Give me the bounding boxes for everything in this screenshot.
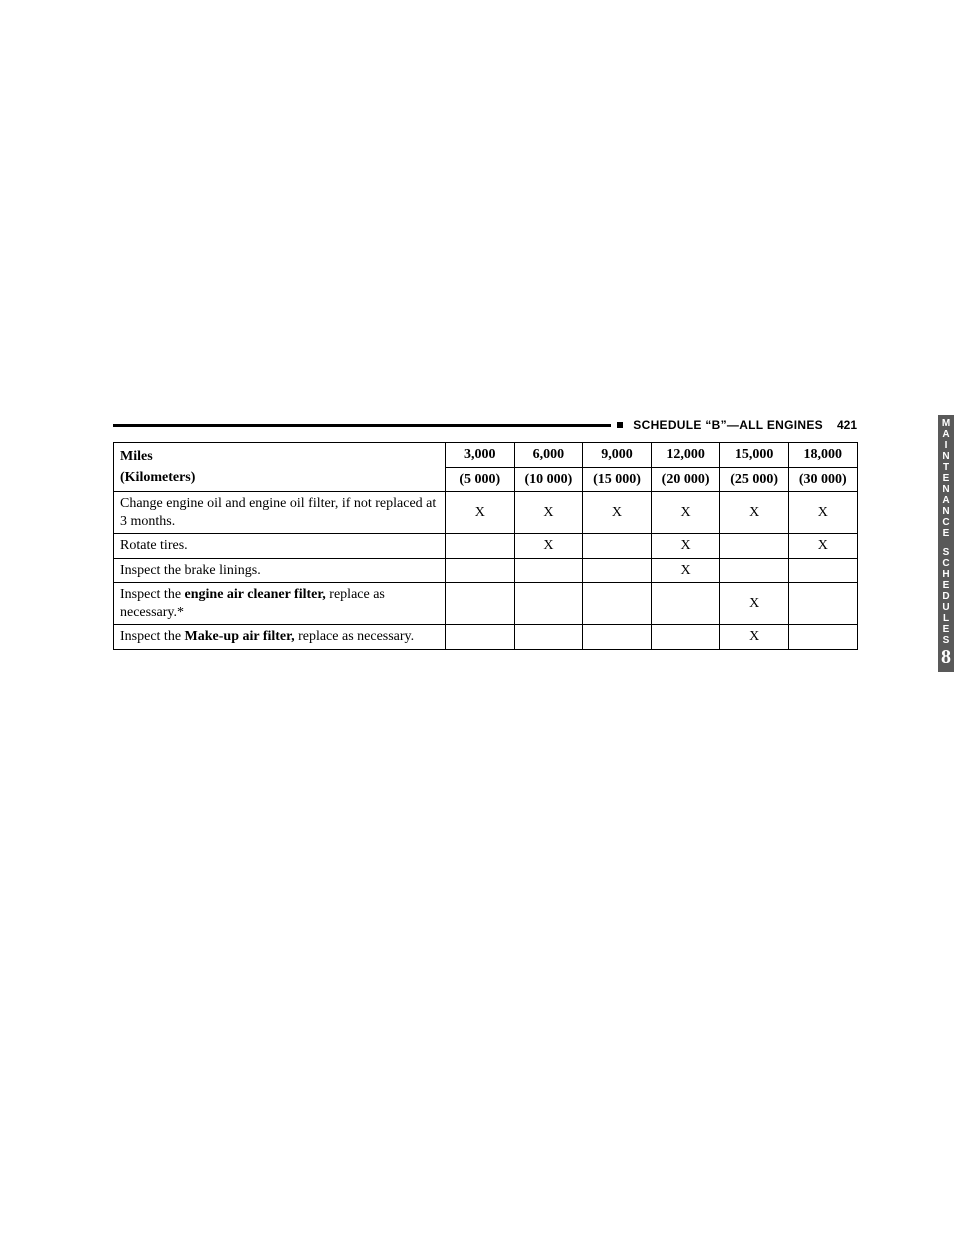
section-title: SCHEDULE “B”—ALL ENGINES: [633, 418, 823, 432]
miles-header-cell: 6,000: [514, 443, 583, 468]
schedule-mark-cell: [583, 583, 652, 625]
schedule-mark-cell: [446, 558, 515, 583]
table-row: Inspect the engine air cleaner filter, r…: [114, 583, 858, 625]
page-number: 421: [837, 418, 857, 432]
schedule-mark-cell: [651, 625, 720, 650]
schedule-mark-cell: X: [788, 492, 857, 534]
schedule-mark-cell: X: [583, 492, 652, 534]
table-row: Rotate tires. X X X: [114, 534, 858, 559]
maintenance-item-cell: Rotate tires.: [114, 534, 446, 559]
schedule-mark-cell: X: [720, 625, 789, 650]
table-body: Miles (Kilometers) 3,0006,0009,00012,00015…: [114, 443, 858, 650]
schedule-mark-cell: [446, 583, 515, 625]
schedule-mark-cell: X: [514, 492, 583, 534]
schedule-mark-cell: X: [651, 534, 720, 559]
maintenance-item-cell: Change engine oil and engine oil filter,…: [114, 492, 446, 534]
maintenance-schedule-table: Miles (Kilometers) 3,0006,0009,00012,00015…: [113, 442, 858, 650]
miles-header-cell: 12,000: [651, 443, 720, 468]
schedule-mark-cell: [583, 625, 652, 650]
side-tab: MAINTENANCESCHEDULES8: [938, 415, 954, 672]
header-square-icon: [617, 422, 623, 428]
schedule-mark-cell: X: [651, 492, 720, 534]
maintenance-item-cell: Inspect the Make-up air filter, replace …: [114, 625, 446, 650]
schedule-mark-cell: [651, 583, 720, 625]
miles-label: Miles: [120, 448, 439, 466]
schedule-mark-cell: [788, 558, 857, 583]
km-header-cell: (30 000): [788, 467, 857, 492]
km-header-cell: (5 000): [446, 467, 515, 492]
km-header-cell: (10 000): [514, 467, 583, 492]
chapter-number: 8: [938, 647, 954, 667]
schedule-mark-cell: X: [514, 534, 583, 559]
schedule-mark-cell: [788, 625, 857, 650]
miles-header-cell: 3,000: [446, 443, 515, 468]
page-header: SCHEDULE “B”—ALL ENGINES 421: [113, 418, 857, 432]
table-row: Inspect the Make-up air filter, replace …: [114, 625, 858, 650]
schedule-mark-cell: [720, 558, 789, 583]
schedule-mark-cell: X: [651, 558, 720, 583]
km-header-cell: (15 000): [583, 467, 652, 492]
header-rule: [113, 424, 611, 427]
schedule-mark-cell: [446, 625, 515, 650]
table-row: Change engine oil and engine oil filter,…: [114, 492, 858, 534]
schedule-mark-cell: [788, 583, 857, 625]
schedule-mark-cell: X: [720, 492, 789, 534]
schedule-mark-cell: X: [720, 583, 789, 625]
table-row: Inspect the brake linings. X: [114, 558, 858, 583]
schedule-mark-cell: [514, 625, 583, 650]
header-description-cell: Miles (Kilometers): [114, 443, 446, 492]
kilometers-label: (Kilometers): [120, 469, 439, 487]
schedule-mark-cell: [514, 583, 583, 625]
page-content: SCHEDULE “B”—ALL ENGINES 421 Miles (Kilom…: [113, 418, 857, 650]
schedule-mark-cell: [583, 534, 652, 559]
schedule-mark-cell: [720, 534, 789, 559]
schedule-mark-cell: X: [788, 534, 857, 559]
table-row: Miles(Kilometers)3,0006,0009,00012,00015…: [114, 443, 858, 468]
km-header-cell: (25 000): [720, 467, 789, 492]
maintenance-item-cell: Inspect the engine air cleaner filter, r…: [114, 583, 446, 625]
schedule-mark-cell: [446, 534, 515, 559]
km-header-cell: (20 000): [651, 467, 720, 492]
schedule-mark-cell: X: [446, 492, 515, 534]
miles-header-cell: 9,000: [583, 443, 652, 468]
schedule-mark-cell: [583, 558, 652, 583]
maintenance-item-cell: Inspect the brake linings.: [114, 558, 446, 583]
miles-header-cell: 15,000: [720, 443, 789, 468]
schedule-mark-cell: [514, 558, 583, 583]
miles-header-cell: 18,000: [788, 443, 857, 468]
